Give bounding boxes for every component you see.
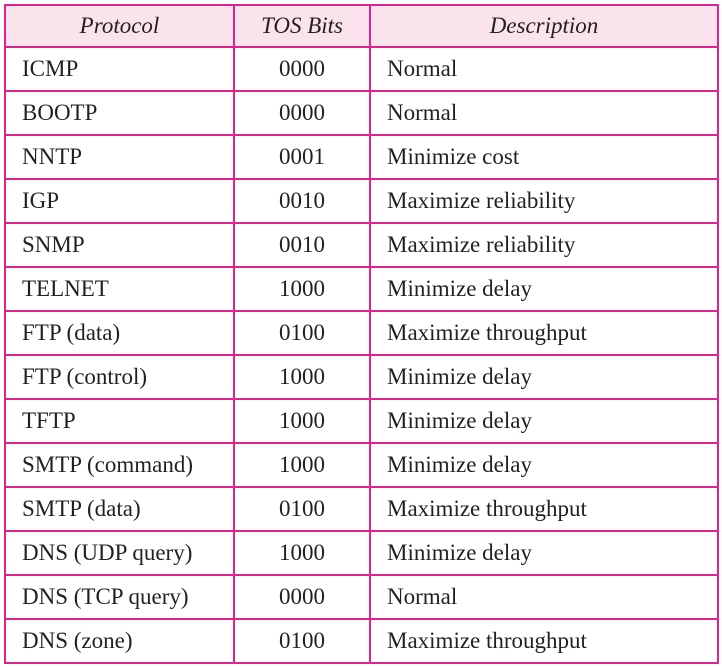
cell-description: Minimize delay	[369, 354, 719, 400]
table-row: SNMP 0010 Maximize reliability	[4, 222, 719, 268]
table-body: ICMP 0000 Normal BOOTP 0000 Normal NNTP …	[4, 46, 719, 664]
cell-description: Maximize throughput	[369, 310, 719, 356]
table-row: FTP (control) 1000 Minimize delay	[4, 354, 719, 400]
cell-tos-bits: 1000	[233, 398, 371, 444]
cell-tos-bits: 0000	[233, 574, 371, 620]
cell-protocol: FTP (control)	[4, 354, 235, 400]
cell-description: Maximize throughput	[369, 486, 719, 532]
cell-tos-bits: 1000	[233, 442, 371, 488]
cell-protocol: FTP (data)	[4, 310, 235, 356]
cell-tos-bits: 0100	[233, 618, 371, 664]
cell-protocol: ICMP	[4, 46, 235, 92]
cell-description: Minimize delay	[369, 266, 719, 312]
cell-protocol: SNMP	[4, 222, 235, 268]
cell-protocol: DNS (TCP query)	[4, 574, 235, 620]
cell-description: Maximize throughput	[369, 618, 719, 664]
cell-protocol: BOOTP	[4, 90, 235, 136]
cell-tos-bits: 1000	[233, 530, 371, 576]
cell-tos-bits: 0001	[233, 134, 371, 180]
cell-protocol: NNTP	[4, 134, 235, 180]
cell-description: Minimize delay	[369, 442, 719, 488]
table-row: TELNET 1000 Minimize delay	[4, 266, 719, 312]
cell-protocol: DNS (zone)	[4, 618, 235, 664]
table-row: NNTP 0001 Minimize cost	[4, 134, 719, 180]
tos-table: Protocol TOS Bits Description ICMP 0000 …	[4, 4, 719, 664]
cell-tos-bits: 0100	[233, 310, 371, 356]
table-row: ICMP 0000 Normal	[4, 46, 719, 92]
cell-tos-bits: 0100	[233, 486, 371, 532]
header-description: Description	[369, 4, 719, 48]
cell-description: Maximize reliability	[369, 222, 719, 268]
cell-protocol: SMTP (command)	[4, 442, 235, 488]
table-row: DNS (TCP query) 0000 Normal	[4, 574, 719, 620]
table-row: BOOTP 0000 Normal	[4, 90, 719, 136]
cell-tos-bits: 1000	[233, 354, 371, 400]
cell-description: Minimize delay	[369, 530, 719, 576]
cell-tos-bits: 0000	[233, 90, 371, 136]
table-row: SMTP (command) 1000 Minimize delay	[4, 442, 719, 488]
cell-tos-bits: 1000	[233, 266, 371, 312]
cell-tos-bits: 0010	[233, 178, 371, 224]
cell-tos-bits: 0000	[233, 46, 371, 92]
header-row: Protocol TOS Bits Description	[4, 4, 719, 48]
cell-description: Normal	[369, 46, 719, 92]
table-row: TFTP 1000 Minimize delay	[4, 398, 719, 444]
cell-description: Maximize reliability	[369, 178, 719, 224]
table-header: Protocol TOS Bits Description	[4, 4, 719, 48]
cell-protocol: TELNET	[4, 266, 235, 312]
table-row: DNS (zone) 0100 Maximize throughput	[4, 618, 719, 664]
cell-tos-bits: 0010	[233, 222, 371, 268]
table-row: IGP 0010 Maximize reliability	[4, 178, 719, 224]
cell-description: Minimize cost	[369, 134, 719, 180]
cell-protocol: IGP	[4, 178, 235, 224]
cell-protocol: SMTP (data)	[4, 486, 235, 532]
cell-protocol: DNS (UDP query)	[4, 530, 235, 576]
cell-description: Normal	[369, 574, 719, 620]
header-protocol: Protocol	[4, 4, 235, 48]
cell-description: Minimize delay	[369, 398, 719, 444]
table-row: FTP (data) 0100 Maximize throughput	[4, 310, 719, 356]
cell-protocol: TFTP	[4, 398, 235, 444]
header-tos-bits: TOS Bits	[233, 4, 371, 48]
cell-description: Normal	[369, 90, 719, 136]
table-row: SMTP (data) 0100 Maximize throughput	[4, 486, 719, 532]
table-row: DNS (UDP query) 1000 Minimize delay	[4, 530, 719, 576]
